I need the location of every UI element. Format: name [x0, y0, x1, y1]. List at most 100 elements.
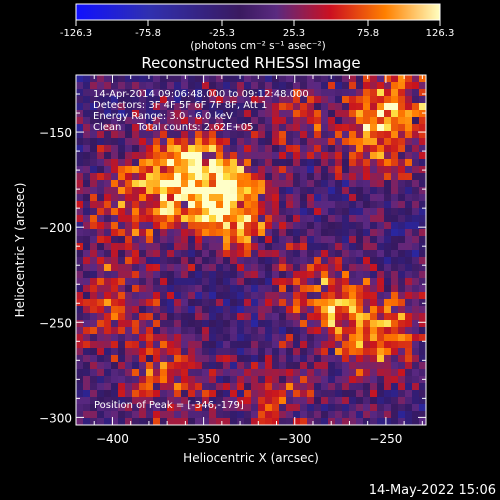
heatmap-cell: [419, 229, 426, 237]
heatmap-cell: [195, 131, 203, 139]
heatmap-cell: [230, 418, 238, 425]
heatmap-cell: [146, 348, 154, 356]
heatmap-cell: [174, 236, 182, 244]
heatmap-cell: [342, 313, 350, 321]
heatmap-cell: [398, 103, 406, 111]
heatmap-cell: [328, 131, 336, 139]
heatmap-cell: [216, 341, 224, 349]
heatmap-cell: [146, 243, 154, 251]
heatmap-cell: [167, 348, 175, 356]
heatmap-cell: [76, 131, 84, 139]
heatmap-cell: [97, 201, 105, 209]
heatmap-cell: [125, 222, 133, 230]
heatmap-cell: [97, 243, 105, 251]
heatmap-cell: [321, 75, 329, 83]
heatmap-cell: [195, 404, 203, 412]
heatmap-cell: [174, 96, 182, 104]
heatmap-cell: [328, 390, 336, 398]
heatmap-cell: [181, 313, 189, 321]
heatmap-cell: [160, 201, 168, 209]
heatmap-cell: [195, 390, 203, 398]
heatmap-cell: [195, 369, 203, 377]
heatmap-cell: [90, 306, 98, 314]
heatmap-cell: [209, 355, 217, 363]
heatmap-cell: [279, 341, 287, 349]
heatmap-cell: [321, 418, 329, 425]
heatmap-cell: [391, 208, 399, 216]
heatmap-cell: [307, 152, 315, 160]
heatmap-cell: [104, 243, 112, 251]
heatmap-cell: [405, 166, 413, 174]
heatmap-cell: [398, 313, 406, 321]
heatmap-cell: [286, 89, 294, 97]
heatmap-cell: [132, 103, 140, 111]
heatmap-cell: [209, 82, 217, 90]
heatmap-cell: [216, 117, 224, 125]
heatmap-cell: [321, 229, 329, 237]
heatmap-cell: [335, 117, 343, 125]
heatmap-cell: [363, 376, 371, 384]
heatmap-cell: [398, 96, 406, 104]
heatmap-cell: [377, 292, 385, 300]
heatmap-cell: [76, 313, 84, 321]
heatmap-cell: [251, 264, 259, 272]
heatmap-cell: [265, 348, 273, 356]
heatmap-cell: [398, 348, 406, 356]
heatmap-cell: [209, 152, 217, 160]
heatmap-cell: [398, 271, 406, 279]
heatmap-cell: [412, 348, 420, 356]
heatmap-cell: [272, 292, 280, 300]
heatmap-cell: [90, 271, 98, 279]
heatmap-cell: [307, 131, 315, 139]
heatmap-cell: [244, 250, 252, 258]
heatmap-cell: [300, 138, 308, 146]
heatmap-cell: [384, 82, 392, 90]
heatmap-cell: [335, 320, 343, 328]
heatmap-cell: [265, 194, 273, 202]
heatmap-cell: [377, 180, 385, 188]
heatmap-cell: [132, 131, 140, 139]
heatmap-cell: [321, 194, 329, 202]
heatmap-cell: [405, 208, 413, 216]
heatmap-cell: [258, 404, 266, 412]
heatmap-cell: [223, 306, 231, 314]
heatmap-cell: [363, 215, 371, 223]
heatmap-cell: [167, 124, 175, 132]
heatmap-cell: [153, 250, 161, 258]
heatmap-cell: [125, 327, 133, 335]
heatmap-cell: [307, 96, 315, 104]
heatmap-cell: [335, 236, 343, 244]
heatmap-cell: [202, 418, 210, 425]
heatmap-cell: [188, 222, 196, 230]
heatmap-cell: [174, 271, 182, 279]
heatmap-cell: [167, 82, 175, 90]
heatmap-cell: [216, 369, 224, 377]
colorbar-tick-label: 75.8: [357, 28, 379, 39]
heatmap-cell: [202, 397, 210, 405]
heatmap-cell: [132, 166, 140, 174]
heatmap-cell: [300, 103, 308, 111]
heatmap-cell: [377, 327, 385, 335]
heatmap-cell: [279, 159, 287, 167]
heatmap-cell: [293, 166, 301, 174]
heatmap-cell: [111, 411, 119, 419]
heatmap-cell: [328, 334, 336, 342]
heatmap-cell: [97, 390, 105, 398]
heatmap-cell: [104, 404, 112, 412]
heatmap-cell: [314, 264, 322, 272]
heatmap-cell: [349, 75, 357, 83]
heatmap-cell: [76, 222, 84, 230]
heatmap-cell: [272, 313, 280, 321]
heatmap-cell: [125, 257, 133, 265]
heatmap-cell: [363, 236, 371, 244]
heatmap-cell: [265, 103, 273, 111]
heatmap-cell: [363, 299, 371, 307]
heatmap-cell: [104, 75, 112, 83]
heatmap-cell: [363, 124, 371, 132]
heatmap-cell: [342, 82, 350, 90]
heatmap-cell: [356, 124, 364, 132]
heatmap-cell: [188, 404, 196, 412]
heatmap-cell: [286, 383, 294, 391]
heatmap-cell: [363, 103, 371, 111]
heatmap-cell: [132, 264, 140, 272]
